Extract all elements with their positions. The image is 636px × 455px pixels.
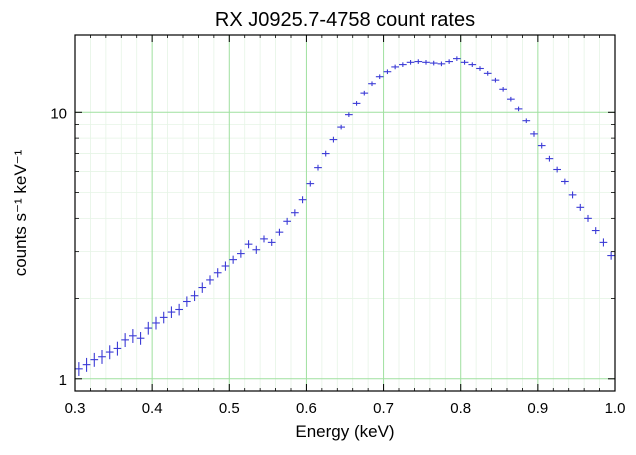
x-tick-label: 0.3 <box>65 400 86 417</box>
data-point <box>591 227 600 235</box>
data-point <box>406 60 415 65</box>
data-point <box>121 333 129 348</box>
data-point <box>345 112 353 117</box>
data-point <box>129 329 137 343</box>
data-point <box>136 332 145 345</box>
data-point <box>352 101 361 106</box>
x-tick-label: 0.7 <box>373 400 394 417</box>
data-point <box>90 352 99 367</box>
grid <box>75 35 615 391</box>
data-point <box>213 268 222 278</box>
data-point <box>476 66 484 71</box>
data-point <box>275 228 284 236</box>
data-point <box>144 321 153 335</box>
x-axis-label: Energy (keV) <box>295 422 394 441</box>
data-point <box>383 69 392 75</box>
plot-frame <box>74 34 616 392</box>
data-point <box>599 238 608 247</box>
x-tick-label: 0.8 <box>450 400 471 417</box>
data-point <box>537 142 546 149</box>
data-point <box>375 74 384 80</box>
data-point <box>298 196 307 204</box>
data-point <box>82 357 91 372</box>
data-point <box>553 166 561 173</box>
data-point <box>252 245 261 254</box>
data-point <box>360 90 369 96</box>
data-point <box>314 164 322 171</box>
data-point <box>399 62 407 67</box>
data-point <box>321 150 330 157</box>
data-point <box>190 290 199 302</box>
chart-title: RX J0925.7-4758 count rates <box>215 9 475 31</box>
data-point <box>306 180 315 187</box>
data-point <box>159 311 168 324</box>
data-point <box>514 106 523 112</box>
data-point <box>229 255 237 264</box>
data-point <box>561 178 569 185</box>
data-point <box>244 240 253 249</box>
data-point <box>522 118 531 124</box>
data-point <box>437 61 446 67</box>
data-point <box>483 71 492 76</box>
x-tick-label: 0.9 <box>527 400 548 417</box>
data-point <box>167 306 176 319</box>
data-point <box>530 131 538 137</box>
data-point <box>98 349 106 364</box>
data-point <box>468 62 477 67</box>
data-point <box>445 59 453 64</box>
data-point <box>568 191 577 199</box>
data-point <box>337 124 345 130</box>
data-point <box>368 81 376 87</box>
data-point <box>75 362 83 376</box>
data-point <box>491 77 500 83</box>
ticks: 0.3 0.4 0.5 0.6 0.7 0.8 0.9 1.0 1 10 <box>50 35 625 417</box>
data-point <box>607 251 615 260</box>
data-point <box>391 64 399 70</box>
x-tick-label: 1.0 <box>605 400 626 417</box>
data-point <box>113 341 122 356</box>
y-tick-label: 1 <box>59 372 67 389</box>
y-tick-label: 10 <box>50 105 67 122</box>
data-point <box>507 96 515 102</box>
data-point <box>499 86 507 92</box>
data-point <box>221 261 230 271</box>
data-point <box>175 303 183 316</box>
data-point <box>198 282 207 293</box>
data-point <box>414 59 423 64</box>
x-tick-label: 0.5 <box>219 400 240 417</box>
data-point <box>291 209 299 217</box>
y-axis-label: counts s⁻¹ keV⁻¹ <box>11 149 30 276</box>
data-point <box>183 296 191 307</box>
data-series <box>75 56 615 376</box>
x-tick-label: 0.6 <box>296 400 317 417</box>
data-point <box>329 136 338 143</box>
data-point <box>152 316 160 330</box>
data-point <box>422 60 430 65</box>
data-point <box>283 217 291 225</box>
data-point <box>206 275 214 285</box>
x-tick-label: 0.4 <box>142 400 163 417</box>
data-point <box>237 249 245 258</box>
data-point <box>460 60 469 65</box>
data-point <box>105 345 114 360</box>
data-point <box>260 235 268 243</box>
data-point <box>576 203 585 211</box>
data-point <box>429 60 438 66</box>
data-point <box>545 155 554 162</box>
data-point <box>584 214 592 222</box>
data-point <box>453 56 461 61</box>
data-point <box>267 238 276 246</box>
